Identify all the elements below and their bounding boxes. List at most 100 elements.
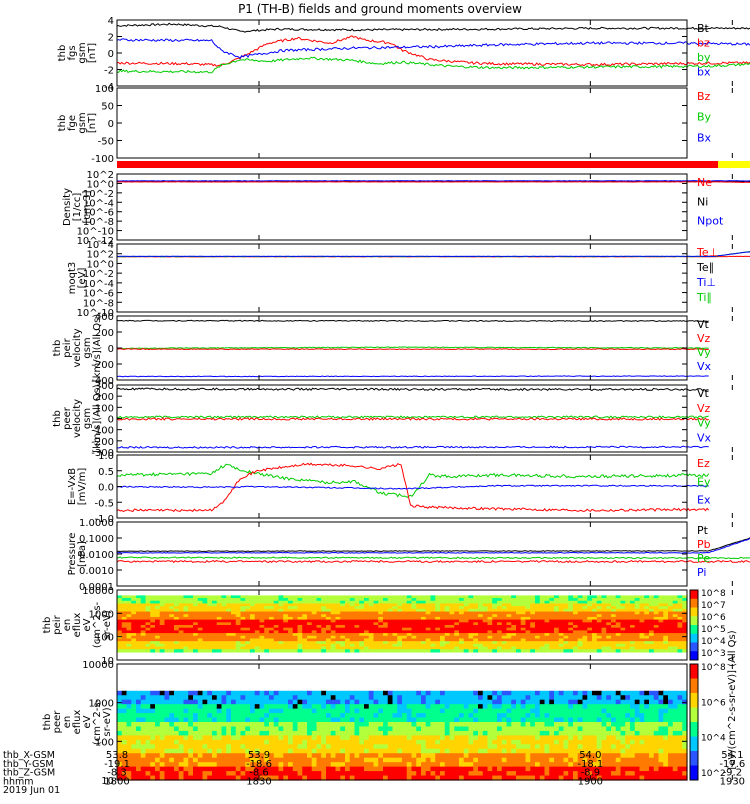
heatmap-cell bbox=[393, 713, 398, 718]
heatmap-cell bbox=[492, 713, 497, 718]
heatmap-cell bbox=[302, 695, 307, 700]
heatmap-cell bbox=[331, 691, 336, 696]
heatmap-cell bbox=[454, 709, 459, 714]
heatmap-cell bbox=[502, 700, 507, 705]
heatmap-cell bbox=[549, 753, 554, 758]
heatmap-cell bbox=[345, 762, 350, 767]
heatmap-cell bbox=[222, 758, 227, 763]
heatmap-cell bbox=[469, 731, 474, 736]
heatmap-cell bbox=[511, 753, 516, 758]
heatmap-cell bbox=[155, 718, 160, 723]
heatmap-cell bbox=[307, 722, 312, 727]
heatmap-cell bbox=[165, 695, 170, 700]
heatmap-cell bbox=[226, 771, 231, 776]
heatmap-cell bbox=[530, 735, 535, 740]
heatmap-cell bbox=[554, 740, 559, 745]
heatmap-cell bbox=[497, 758, 502, 763]
heatmap-cell bbox=[559, 713, 564, 718]
heatmap-cell bbox=[146, 735, 151, 740]
heatmap-cell bbox=[312, 718, 317, 723]
heatmap-cell bbox=[564, 753, 569, 758]
heatmap-cell bbox=[383, 713, 388, 718]
heatmap-cell bbox=[131, 762, 136, 767]
panel-frame bbox=[117, 522, 687, 586]
heatmap-cell bbox=[464, 740, 469, 745]
heatmap-cell bbox=[312, 762, 317, 767]
heatmap-cell bbox=[488, 758, 493, 763]
heatmap-cell bbox=[464, 731, 469, 736]
heatmap-cell bbox=[445, 726, 450, 731]
heatmap-cell bbox=[317, 749, 322, 754]
heatmap-cell bbox=[226, 749, 231, 754]
heatmap-cell bbox=[160, 744, 165, 749]
heatmap-cell bbox=[521, 740, 526, 745]
y-tick-label: 1.0 bbox=[98, 451, 114, 462]
heatmap-cell bbox=[127, 718, 132, 723]
heatmap-cell bbox=[488, 695, 493, 700]
heatmap-cell bbox=[611, 649, 616, 652]
heatmap-cell bbox=[535, 691, 540, 696]
heatmap-cell bbox=[564, 762, 569, 767]
heatmap-cell bbox=[146, 731, 151, 736]
heatmap-cell bbox=[160, 758, 165, 763]
heatmap-cell bbox=[317, 713, 322, 718]
heatmap-cell bbox=[478, 695, 483, 700]
heatmap-cell bbox=[564, 758, 569, 763]
heatmap-cell bbox=[117, 731, 122, 736]
heatmap-cell bbox=[416, 722, 421, 727]
heatmap-cell bbox=[383, 722, 388, 727]
heatmap-cell bbox=[302, 735, 307, 740]
heatmap-cell bbox=[568, 695, 573, 700]
heatmap-cell bbox=[454, 704, 459, 709]
heatmap-cell bbox=[521, 758, 526, 763]
heatmap-cell bbox=[564, 749, 569, 754]
heatmap-cell bbox=[521, 649, 526, 652]
y-tick-label: 2 bbox=[108, 33, 114, 44]
heatmap-cell bbox=[212, 735, 217, 740]
heatmap-cell bbox=[540, 740, 545, 745]
heatmap-cell bbox=[407, 726, 412, 731]
heatmap-cell bbox=[535, 726, 540, 731]
heatmap-cell bbox=[302, 744, 307, 749]
heatmap-cell bbox=[217, 740, 222, 745]
heatmap-cell bbox=[516, 771, 521, 776]
heatmap-cell bbox=[255, 718, 260, 723]
heatmap-cell bbox=[160, 718, 165, 723]
heatmap-cell bbox=[165, 753, 170, 758]
heatmap-cell bbox=[578, 709, 583, 714]
heatmap-cell bbox=[359, 700, 364, 705]
heatmap-cell bbox=[283, 700, 288, 705]
heatmap-cell bbox=[317, 722, 322, 727]
series-line-Bt bbox=[117, 23, 750, 32]
heatmap-cell bbox=[364, 749, 369, 754]
heatmap-cell bbox=[492, 753, 497, 758]
heatmap-cell bbox=[326, 753, 331, 758]
heatmap-cell bbox=[269, 735, 274, 740]
heatmap-cell bbox=[469, 758, 474, 763]
heatmap-cell bbox=[288, 695, 293, 700]
heatmap-cell bbox=[236, 695, 241, 700]
heatmap-cell bbox=[269, 649, 274, 652]
heatmap-cell bbox=[602, 722, 607, 727]
heatmap-cell bbox=[559, 740, 564, 745]
heatmap-cell bbox=[535, 713, 540, 718]
heatmap-cell bbox=[350, 718, 355, 723]
heatmap-cell bbox=[459, 731, 464, 736]
heatmap-cell bbox=[150, 749, 155, 754]
heatmap-cell bbox=[445, 753, 450, 758]
heatmap-cell bbox=[188, 649, 193, 652]
heatmap-cell bbox=[492, 726, 497, 731]
heatmap-cell bbox=[625, 649, 630, 652]
heatmap-cell bbox=[217, 691, 222, 696]
heatmap-cell bbox=[193, 649, 198, 652]
heatmap-cell bbox=[146, 749, 151, 754]
heatmap-cell bbox=[602, 709, 607, 714]
heatmap-cell bbox=[283, 713, 288, 718]
heatmap-cell bbox=[364, 649, 369, 652]
heatmap-cell bbox=[317, 771, 322, 776]
heatmap-cell bbox=[426, 735, 431, 740]
series-line-Ti bbox=[117, 250, 750, 257]
heatmap-cell bbox=[488, 731, 493, 736]
heatmap-cell bbox=[540, 758, 545, 763]
